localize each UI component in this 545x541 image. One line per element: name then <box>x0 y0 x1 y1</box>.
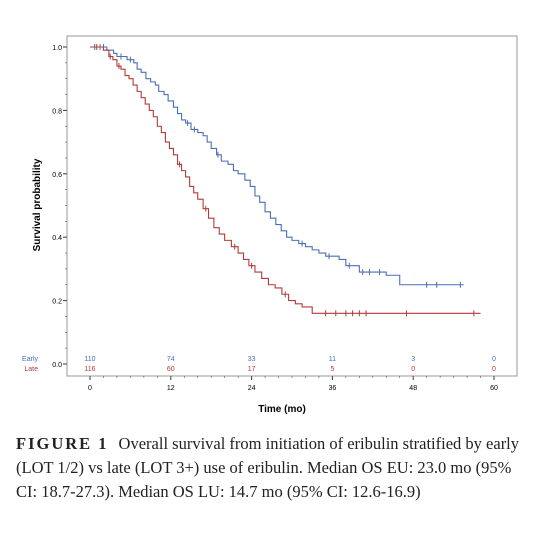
at-risk-count: 5 <box>330 366 334 373</box>
x-tick-label: 48 <box>409 385 417 392</box>
y-tick-label: 0.8 <box>52 108 62 115</box>
y-tick-label: 0.2 <box>52 299 62 306</box>
at-risk-count: 33 <box>248 356 256 363</box>
x-tick-label: 0 <box>88 385 92 392</box>
survival-chart: 0 12 24 36 48 60 0.00.20.40.60.81.0 Early 110 7… <box>22 35 518 415</box>
x-tick-label: 12 <box>167 385 175 392</box>
at-risk-count: 17 <box>248 366 256 373</box>
at-risk-count: 116 <box>84 366 95 373</box>
plot-border <box>66 35 518 377</box>
y-tick-label: 0.0 <box>52 362 62 369</box>
at-risk-count: 60 <box>167 366 175 373</box>
series-layer <box>90 44 481 317</box>
figure-label: FIGURE 1 <box>16 434 109 453</box>
series-late <box>90 44 481 317</box>
caption-text: Overall survival from initiation of erib… <box>16 434 520 501</box>
x-tick-label: 24 <box>248 385 256 392</box>
y-axis: 0.0 0.2 0.4 0.6 0.8 1.0 <box>52 45 67 369</box>
x-tick-label: 36 <box>329 385 337 392</box>
at-risk-group-label: Early <box>22 356 38 363</box>
x-axis: 0 12 24 36 48 60 <box>88 376 498 392</box>
at-risk-count: 0 <box>492 366 496 373</box>
survival-curve-late <box>90 46 481 314</box>
y-tick-label: 0.6 <box>52 172 62 179</box>
series-early <box>90 44 464 288</box>
y-tick-label: 0.4 <box>52 235 62 242</box>
x-axis-label: Time (mo) <box>258 404 306 415</box>
at-risk-count: 11 <box>329 356 336 363</box>
survival-curve-early <box>90 46 464 286</box>
y-axis-label: Survival probability <box>32 158 43 251</box>
at-risk-table: Early 110 74 33 11 3 0 Late 116 60 17 5 0 0 <box>22 356 496 373</box>
plot-frame <box>66 35 518 377</box>
y-tick-label: 1.0 <box>52 45 62 52</box>
at-risk-count: 0 <box>411 366 415 373</box>
x-tick-label: 60 <box>490 385 498 392</box>
at-risk-count: 110 <box>84 356 95 363</box>
at-risk-count: 3 <box>411 356 415 363</box>
figure-caption: FIGURE 1 Overall survival from initiation… <box>16 432 531 504</box>
at-risk-count: 74 <box>167 356 175 363</box>
at-risk-count: 0 <box>492 356 496 363</box>
at-risk-group-label: Late <box>24 366 38 373</box>
